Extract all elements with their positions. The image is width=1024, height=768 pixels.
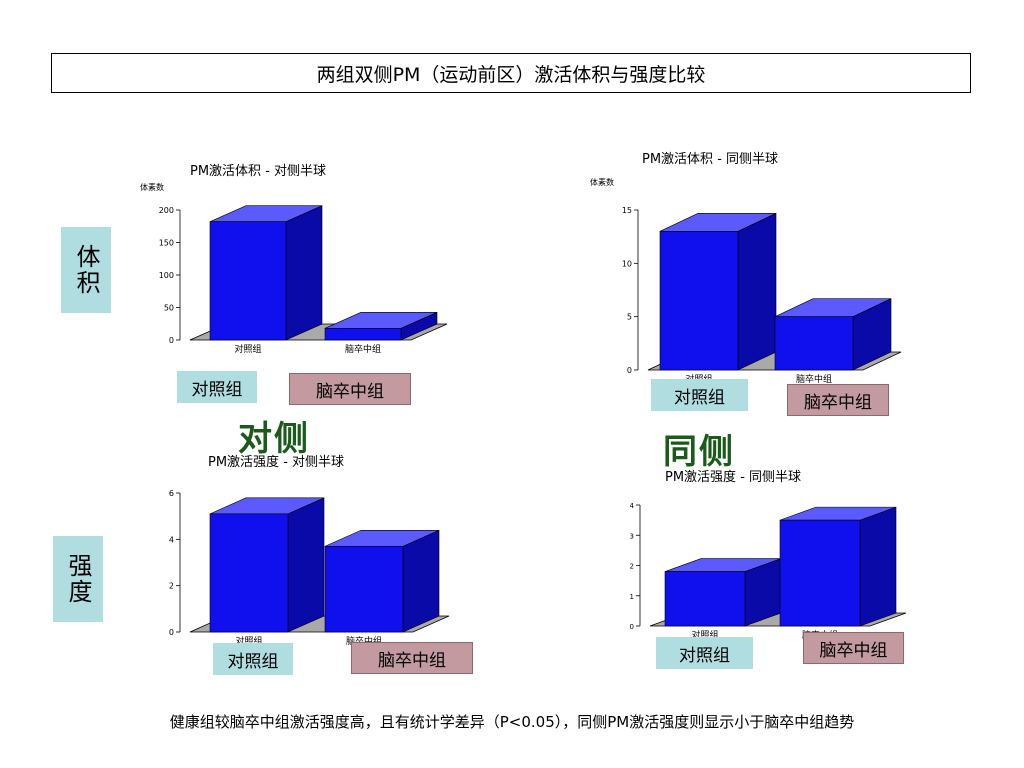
bar-side: [402, 529, 440, 633]
y-tick-label: 5: [627, 313, 632, 322]
chart-title: PM激活强度 - 对侧半球: [208, 454, 344, 470]
y-axis-label: 体素数: [590, 177, 614, 187]
bar-side: [287, 497, 325, 633]
y-tick-label: 0: [169, 336, 174, 345]
bar: [209, 221, 287, 341]
bar: [664, 571, 746, 627]
legend-control-text: 对照组: [227, 651, 279, 672]
bar: [659, 231, 739, 371]
y-tick-label: 0: [630, 623, 634, 631]
y-tick-label: 6: [169, 489, 174, 498]
bar-side: [737, 212, 777, 371]
legend-control-text: 对照组: [679, 645, 730, 666]
bar-side: [285, 205, 323, 341]
y-tick-label: 10: [622, 259, 632, 268]
y-tick-label: 2: [169, 582, 174, 591]
row-label-intensity: 强度: [53, 536, 103, 622]
chart-intensity-ipsi: PM激活强度 - 同侧半球01234对照组脑卒中组: [630, 469, 907, 641]
bar: [324, 328, 402, 341]
y-tick-label: 2: [630, 563, 634, 571]
legend-stroke-text: 脑卒中组: [378, 650, 446, 671]
legend-stroke-text: 脑卒中组: [804, 392, 872, 413]
y-tick-label: 0: [627, 366, 632, 375]
y-tick-label: 100: [159, 271, 174, 280]
y-tick-label: 200: [159, 206, 174, 215]
row-label-intensity-text: 强度: [64, 553, 92, 605]
ipsi-side-label: 同侧: [663, 424, 735, 473]
contra-side-text: 对侧: [238, 419, 310, 459]
bar: [324, 545, 404, 633]
y-tick-label: 4: [169, 535, 174, 544]
chart-title: PM激活体积 - 对侧半球: [190, 164, 326, 179]
y-tick-label: 3: [630, 532, 634, 540]
x-tick-label: 对照组: [234, 343, 261, 355]
bar: [774, 316, 854, 371]
row-label-volume-text: 体积: [72, 244, 100, 296]
legend-stroke-top-right: 脑卒中组: [787, 384, 889, 416]
legend-control-top-right: 对照组: [651, 379, 748, 411]
legend-control-top-left: 对照组: [177, 371, 257, 403]
bar: [779, 519, 861, 627]
y-tick-label: 15: [622, 206, 632, 215]
bar-side: [859, 506, 897, 627]
bar: [209, 513, 289, 633]
page-title: 两组双侧PM（运动前区）激活体积与强度比较: [51, 53, 971, 93]
chart-intensity-contra: PM激活强度 - 对侧半球0246对照组脑卒中组: [169, 454, 450, 647]
y-tick-label: 0: [169, 628, 174, 637]
ipsi-side-text: 同侧: [663, 432, 735, 472]
legend-control-bottom-right: 对照组: [656, 637, 753, 669]
legend-control-bottom-left: 对照组: [213, 643, 293, 675]
page-title-text: 两组双侧PM（运动前区）激活体积与强度比较: [316, 63, 706, 86]
legend-stroke-bottom-left: 脑卒中组: [351, 642, 473, 674]
x-tick-label: 脑卒中组: [796, 373, 832, 385]
legend-stroke-text: 脑卒中组: [316, 381, 384, 402]
chart-title: PM激活强度 - 同侧半球: [665, 469, 801, 485]
chart-title: PM激活体积 - 同侧半球: [642, 152, 778, 167]
legend-stroke-bottom-right: 脑卒中组: [803, 632, 904, 664]
chart-volume-ipsi: PM激活体积 - 同侧半球体素数051015对照组脑卒中组: [590, 152, 902, 385]
row-label-volume: 体积: [61, 227, 111, 313]
y-tick-label: 1: [630, 593, 634, 601]
footer-note: 健康组较脑卒中组激活强度高，且有统计学差异（P<0.05），同侧PM激活强度则显…: [0, 711, 1024, 732]
legend-control-text: 对照组: [191, 379, 243, 400]
legend-stroke-top-left: 脑卒中组: [289, 373, 411, 405]
y-tick-label: 50: [164, 304, 174, 313]
y-axis-label: 体素数: [140, 182, 164, 192]
contra-side-label: 对侧: [238, 411, 310, 460]
x-tick-label: 脑卒中组: [345, 343, 381, 355]
y-tick-label: 150: [159, 239, 174, 248]
y-tick-label: 4: [630, 502, 635, 510]
footer-note-text: 健康组较脑卒中组激活强度高，且有统计学差异（P<0.05），同侧PM激活强度则显…: [169, 713, 855, 731]
legend-stroke-text: 脑卒中组: [819, 640, 888, 661]
legend-control-text: 对照组: [674, 387, 725, 408]
